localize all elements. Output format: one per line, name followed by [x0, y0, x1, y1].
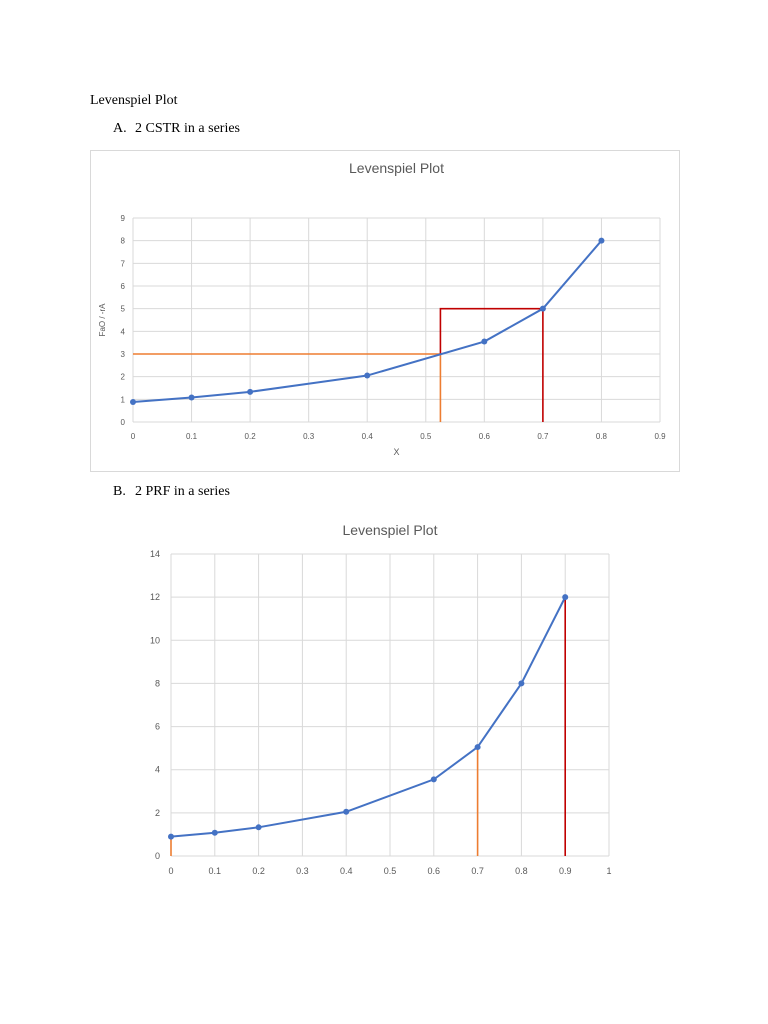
x-tick-label: 0.3 [303, 432, 315, 441]
data-point [364, 372, 371, 379]
x-tick-label: 0.8 [515, 866, 528, 876]
y-tick-label: 7 [121, 259, 126, 268]
data-point [474, 744, 481, 751]
x-tick-label: 0.6 [479, 432, 491, 441]
data-point [430, 776, 437, 783]
data-point [168, 833, 174, 840]
x-axis-label: X [393, 447, 399, 457]
x-tick-label: 0.9 [654, 432, 666, 441]
chart-a-frame: Levenspiel Plot 0 0.1 0.2 0.3 0.4 0.5 0.6 0.7 0.8… [90, 150, 680, 472]
x-tick-label: 0.7 [537, 432, 549, 441]
x-tick-label: 0.4 [362, 432, 374, 441]
x-tick-label: 0.1 [209, 866, 222, 876]
x-tick-label: 0.5 [384, 866, 397, 876]
data-point [255, 824, 262, 831]
chart-b-frame: Levenspiel Plot 0 0.1 0.2 0.3 0.4 0.5 0.6 0.7 0.8… [140, 512, 620, 887]
data-point [247, 388, 254, 395]
data-point [518, 680, 525, 687]
section-b-marker: B. [113, 484, 126, 499]
x-tick-label: 1 [606, 866, 611, 876]
x-tick-label: 0 [131, 432, 136, 441]
y-tick-label: 5 [121, 305, 126, 314]
y-tick-label: 8 [155, 678, 160, 688]
chart-title: Levenspiel Plot [349, 160, 444, 176]
x-tick-label: 0.8 [596, 432, 608, 441]
x-tick-label: 0.3 [296, 866, 309, 876]
section-a-label: 2 CSTR in a series [135, 121, 240, 136]
y-tick-label: 0 [121, 418, 126, 427]
x-tick-label: 0.2 [245, 432, 257, 441]
chart-a: Levenspiel Plot 0 0.1 0.2 0.3 0.4 0.5 0.6 0.7 0.8… [98, 160, 666, 457]
y-tick-label: 4 [121, 327, 126, 336]
x-tick-label: 0.6 [428, 866, 441, 876]
data-point [481, 338, 488, 345]
chart-title: Levenspiel Plot [343, 522, 438, 538]
y-tick-label: 2 [121, 373, 126, 382]
red-guide-line [439, 307, 543, 354]
section-a-heading: A. 2 CSTR in a series [113, 121, 240, 137]
y-tick-label: 14 [150, 549, 160, 559]
x-tick-label: 0.9 [559, 866, 572, 876]
data-point [539, 305, 546, 312]
x-tick-label: 0.7 [471, 866, 484, 876]
y-tick-label: 0 [155, 851, 160, 861]
y-tick-label: 6 [155, 722, 160, 732]
document-title: Levenspiel Plot [90, 93, 178, 108]
y-tick-label: 9 [121, 214, 126, 223]
chart-b: Levenspiel Plot 0 0.1 0.2 0.3 0.4 0.5 0.6 0.7 0.8… [150, 522, 612, 876]
x-tick-label: 0.4 [340, 866, 353, 876]
y-tick-label: 1 [121, 395, 126, 404]
data-point [562, 594, 569, 601]
x-tick-label: 0.1 [186, 432, 198, 441]
section-a-marker: A. [113, 121, 127, 136]
data-point [188, 394, 195, 401]
y-tick-label: 6 [121, 282, 126, 291]
x-tick-label: 0.2 [252, 866, 265, 876]
data-point [598, 237, 605, 244]
data-point [130, 399, 136, 406]
y-axis-label: FaO / -rA [98, 303, 107, 337]
x-tick-label: 0 [168, 866, 173, 876]
data-point [211, 829, 218, 836]
section-b-heading: B. 2 PRF in a series [113, 484, 230, 500]
y-tick-label: 12 [150, 592, 160, 602]
y-tick-label: 8 [121, 237, 126, 246]
section-b-label: 2 PRF in a series [135, 484, 230, 499]
y-tick-label: 2 [155, 808, 160, 818]
series-line [170, 596, 567, 838]
x-tick-label: 0.5 [420, 432, 432, 441]
y-tick-label: 3 [121, 350, 126, 359]
data-point [343, 808, 350, 815]
y-tick-label: 4 [155, 765, 160, 775]
y-tick-label: 10 [150, 635, 160, 645]
